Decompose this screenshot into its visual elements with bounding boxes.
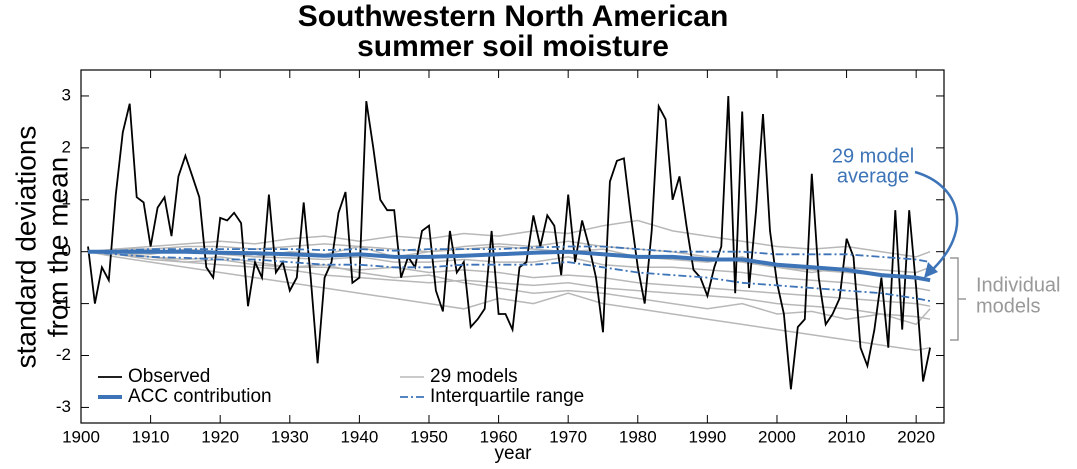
x-tick-label: 1970 <box>549 427 587 446</box>
annotation-arrow <box>914 170 959 273</box>
y-tick-label: -2 <box>56 345 71 364</box>
x-tick-label: 1960 <box>480 427 518 446</box>
annotation: Individual <box>976 274 1061 296</box>
x-tick-label: 1990 <box>688 427 726 446</box>
x-tick-label: 1900 <box>62 427 100 446</box>
y-tick-label: -3 <box>56 397 71 416</box>
y-axis-label: from the mean <box>42 157 73 338</box>
acc-line <box>88 249 931 283</box>
x-tick-label: 2000 <box>758 427 796 446</box>
annotation: average <box>837 165 909 187</box>
chart-title: Southwestern North American <box>298 0 729 33</box>
plot-frame <box>80 69 945 424</box>
y-tick-label: 0 <box>62 241 71 260</box>
legend-label: 29 models <box>430 366 518 387</box>
x-tick-label: 1930 <box>271 427 309 446</box>
x-tick-label: 1950 <box>410 427 448 446</box>
legend-label: Observed <box>128 366 210 387</box>
legend-label: ACC contribution <box>128 386 272 407</box>
y-tick-label: 1 <box>62 189 71 208</box>
annotation: models <box>976 295 1040 317</box>
chart-title: summer soil moisture <box>357 30 669 63</box>
x-tick-label: 1940 <box>340 427 378 446</box>
x-axis-label: year <box>495 443 533 464</box>
x-tick-label: 2020 <box>897 427 935 446</box>
legend-label: Interquartile range <box>430 386 584 407</box>
annotation: 29 model <box>832 145 914 167</box>
bracket <box>950 257 966 341</box>
x-tick-label: 1980 <box>619 427 657 446</box>
y-tick-label: 2 <box>62 137 71 156</box>
iqr-line <box>87 250 931 302</box>
observed-line <box>87 95 931 390</box>
y-tick-label: -1 <box>56 293 71 312</box>
y-tick-label: 3 <box>62 85 71 104</box>
annotation-arrowhead <box>924 262 938 278</box>
x-tick-label: 1920 <box>201 427 239 446</box>
iqr-line <box>87 245 931 263</box>
x-tick-label: 1910 <box>132 427 170 446</box>
x-tick-label: 2010 <box>828 427 866 446</box>
model-line <box>87 219 931 258</box>
y-axis-label: standard deviations <box>10 126 41 369</box>
